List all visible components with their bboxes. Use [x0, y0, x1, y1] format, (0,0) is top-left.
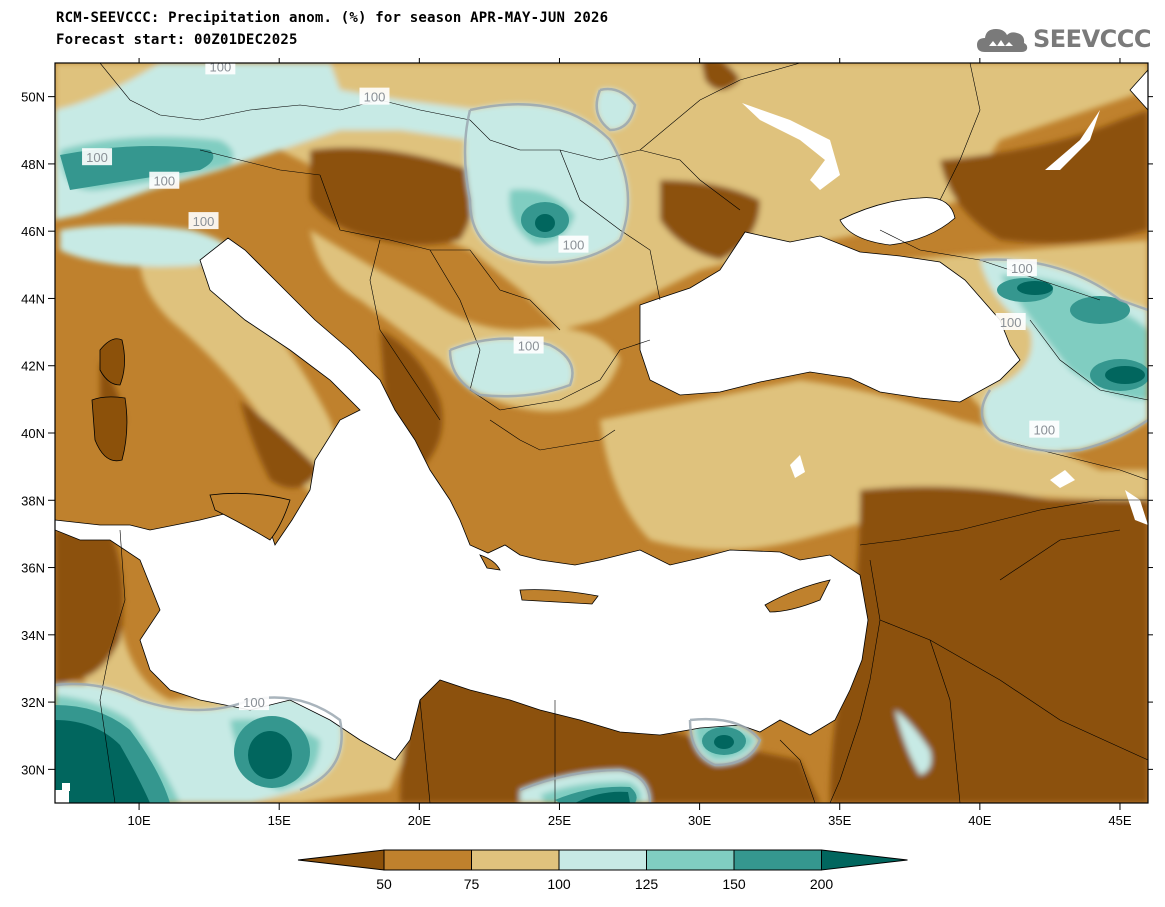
contour-label-bg [188, 212, 219, 230]
contour-label-bg [238, 693, 269, 711]
lat-tick-label: 50N [21, 90, 45, 105]
lat-tick-label: 48N [21, 157, 45, 172]
sea-masks [55, 69, 1148, 761]
anomaly-shading [55, 63, 1148, 803]
colorbar-upper-extension [821, 849, 908, 871]
colorbar-label: 100 [547, 876, 571, 892]
colorbar-label: 50 [376, 876, 392, 892]
contour-label: 100 [205, 59, 236, 75]
colorbar-legend: 50 75 100 125 150 200 [297, 849, 908, 892]
contour-label-text: 100 [518, 339, 540, 354]
forecast-start-label: Forecast start: 00Z01DEC2025 [56, 32, 298, 48]
lat-tick-label: 38N [21, 493, 45, 508]
map-axes: 10E 15E 20E 25E 30E 35E 40E 45E 30N 32N 34N 36N 38N 4… [21, 58, 1153, 828]
contour-labels: 100 100 100 100 100 100 100 100 100 100 100 [82, 59, 1060, 711]
lat-tick-label: 42N [21, 359, 45, 374]
contour-label: 100 [1029, 420, 1060, 438]
logo-text: SEEVCCC [1033, 25, 1152, 53]
colorbar-label: 125 [635, 876, 659, 892]
map-field: 100 100 100 100 100 100 100 100 100 100 100 [55, 59, 1148, 803]
contour-label-text: 100 [364, 90, 386, 105]
lon-tick-label: 20E [408, 813, 431, 828]
colorbar-lower-extension [297, 849, 385, 871]
contour-label-text: 100 [1011, 261, 1033, 276]
colorbar-box [733, 849, 822, 871]
contour-label-text: 100 [563, 238, 585, 253]
colorbar-box [383, 849, 472, 871]
contour-label: 100 [188, 212, 219, 230]
lon-tick-label: 40E [968, 813, 991, 828]
contour-label-bg [205, 63, 236, 75]
colorbar-label: 75 [464, 876, 480, 892]
contour-label-text: 100 [153, 174, 175, 189]
colorbar-box [646, 849, 735, 871]
contour-label-text: 100 [1000, 315, 1022, 330]
contour-label-bg [1029, 420, 1060, 438]
cloud-icon [977, 29, 1028, 52]
contour-label: 100 [995, 313, 1026, 330]
lat-tick-label: 44N [21, 291, 45, 306]
colorbar-box [558, 849, 647, 871]
lat-tick-label: 32N [21, 695, 45, 710]
lon-tick-label: 10E [128, 813, 151, 828]
colorbar-label: 150 [722, 876, 746, 892]
contour-label-bg [1006, 259, 1037, 277]
contour-label: 100 [513, 336, 544, 354]
lon-tick-label: 30E [688, 813, 711, 828]
lon-tick-label: 15E [268, 813, 291, 828]
lat-tick-label: 46N [21, 224, 45, 239]
contour-label: 100 [82, 148, 113, 166]
contour-label: 100 [149, 171, 180, 189]
lat-tick-label: 40N [21, 426, 45, 441]
lon-tick-label: 45E [1108, 813, 1131, 828]
lon-tick-label: 25E [548, 813, 571, 828]
lat-tick-label: 36N [21, 561, 45, 576]
contour-label-bg [513, 336, 544, 354]
contour-label-text: 100 [86, 150, 108, 165]
contour-label: 100 [238, 693, 269, 711]
lakes-rivers [742, 103, 1148, 525]
chart-title: RCM-SEEVCCC: Precipitation anom. (%) for… [56, 10, 609, 26]
contour-label-bg [558, 235, 589, 253]
contour-label-text: 100 [193, 214, 215, 229]
lat-tick-label: 30N [21, 762, 45, 777]
contour-label: 100 [359, 87, 390, 105]
islands [91, 338, 831, 613]
country-borders [99, 63, 1148, 803]
contour-label-bg [359, 87, 390, 105]
contour-label-bg [149, 171, 180, 189]
contour-label-text: 100 [1033, 423, 1055, 438]
lon-tick-label: 35E [828, 813, 851, 828]
contour-label-text: 100 [209, 59, 231, 74]
colorbar-box [471, 849, 560, 871]
colorbar-label: 200 [810, 876, 834, 892]
seevccc-logo: SEEVCCC [975, 22, 1152, 56]
contour-label: 100 [558, 235, 589, 253]
contour-label-text: 100 [243, 695, 265, 710]
contour-label: 100 [1006, 259, 1037, 277]
contour-label-bg [82, 148, 113, 166]
lat-tick-label: 34N [21, 628, 45, 643]
contour-label-bg [995, 313, 1026, 330]
anomaly-cores [55, 146, 1148, 803]
